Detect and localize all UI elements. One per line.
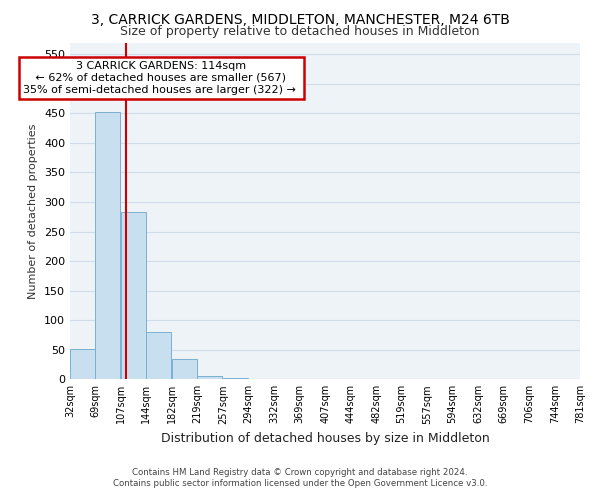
Bar: [121, 212, 146, 380]
Text: Contains HM Land Registry data © Crown copyright and database right 2024.
Contai: Contains HM Land Registry data © Crown c…: [113, 468, 487, 487]
Bar: [274, 378, 299, 380]
Y-axis label: Number of detached properties: Number of detached properties: [28, 123, 38, 298]
Text: 3 CARRICK GARDENS: 114sqm  
 ← 62% of detached houses are smaller (567) 
35% of : 3 CARRICK GARDENS: 114sqm ← 62% of detac…: [23, 62, 299, 94]
Bar: [172, 358, 197, 380]
Bar: [146, 332, 171, 380]
Bar: [70, 348, 95, 380]
Bar: [95, 112, 120, 380]
Bar: [223, 378, 248, 380]
Bar: [248, 378, 273, 380]
X-axis label: Distribution of detached houses by size in Middleton: Distribution of detached houses by size …: [161, 432, 490, 445]
Text: 3, CARRICK GARDENS, MIDDLETON, MANCHESTER, M24 6TB: 3, CARRICK GARDENS, MIDDLETON, MANCHESTE…: [91, 12, 509, 26]
Text: Size of property relative to detached houses in Middleton: Size of property relative to detached ho…: [120, 25, 480, 38]
Bar: [197, 376, 222, 380]
